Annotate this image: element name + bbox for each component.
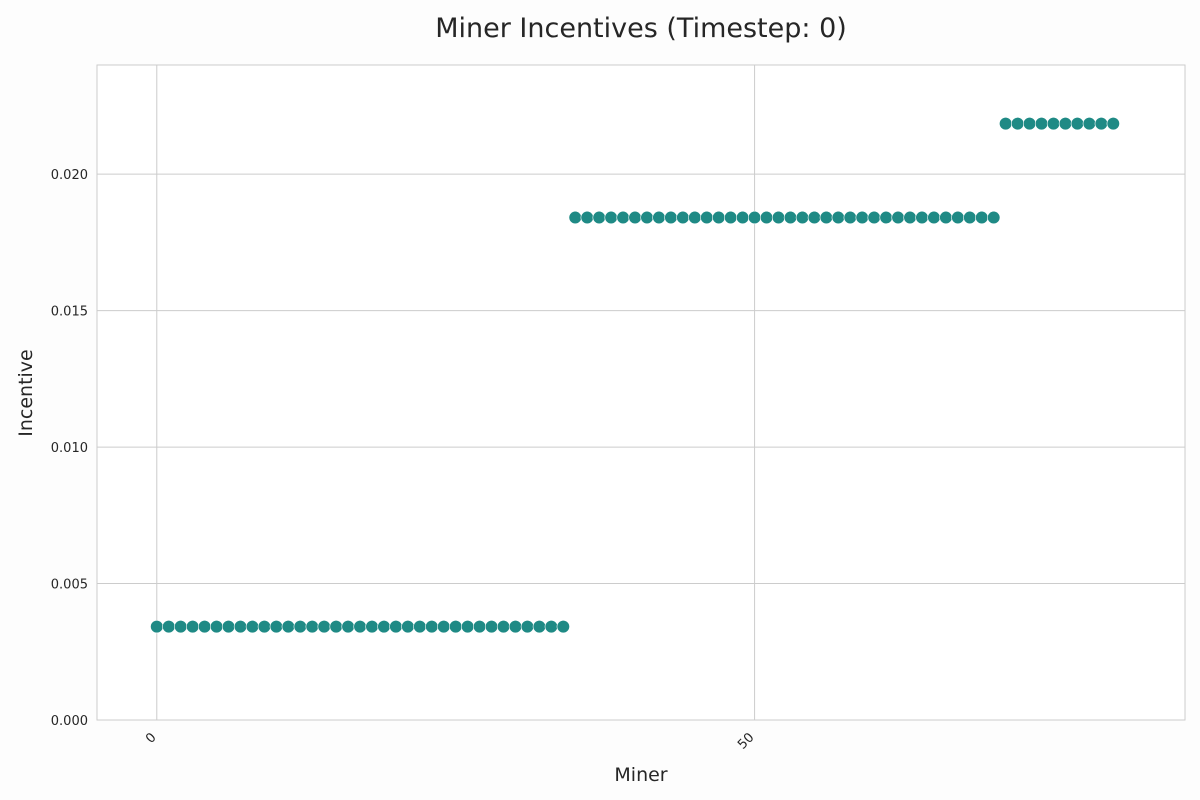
- data-point: [759, 210, 774, 225]
- data-point: [700, 210, 714, 225]
- data-point: [269, 620, 283, 634]
- data-point: [915, 210, 929, 225]
- data-point: [676, 210, 690, 225]
- data-point: [472, 620, 487, 634]
- x-tick-label: 0: [143, 730, 159, 746]
- gridlines: [97, 65, 1185, 721]
- data-point: [771, 210, 786, 225]
- data-point: [879, 210, 893, 225]
- data-point: [198, 620, 212, 634]
- data-point: [150, 620, 164, 634]
- data-point: [233, 620, 248, 634]
- data-point: [461, 620, 475, 634]
- data-points: [150, 117, 1120, 634]
- data-point: [377, 620, 391, 634]
- data-point: [317, 620, 331, 634]
- data-point: [341, 620, 355, 634]
- data-point: [855, 210, 869, 225]
- data-point: [257, 620, 271, 634]
- y-tick-label: 0.005: [51, 578, 88, 593]
- data-point: [520, 620, 535, 634]
- x-tick-label: 50: [735, 730, 757, 752]
- data-point: [1058, 117, 1073, 131]
- data-point: [951, 210, 965, 225]
- data-point: [987, 210, 1001, 225]
- data-point: [592, 210, 606, 225]
- data-point: [1034, 117, 1049, 131]
- data-point: [999, 117, 1013, 131]
- data-point: [329, 620, 343, 634]
- data-point: [927, 210, 941, 225]
- data-point: [1082, 117, 1096, 131]
- data-point: [1094, 117, 1108, 131]
- chart-title: Miner Incentives (Timestep: 0): [435, 13, 847, 44]
- data-point: [353, 620, 367, 634]
- x-axis-label: Miner: [614, 764, 667, 786]
- data-point: [831, 210, 845, 225]
- data-point: [568, 210, 582, 225]
- x-axis-ticks: 0 50: [143, 730, 757, 752]
- data-point: [640, 210, 654, 225]
- data-point: [664, 210, 678, 225]
- data-point: [652, 210, 666, 225]
- data-point: [843, 210, 857, 225]
- data-point: [903, 210, 917, 225]
- y-tick-label: 0.015: [51, 305, 88, 320]
- data-point: [939, 210, 953, 225]
- y-tick-label: 0.010: [51, 441, 88, 456]
- data-point: [449, 620, 463, 634]
- data-point: [209, 620, 224, 634]
- data-point: [795, 210, 810, 225]
- data-point: [1106, 117, 1120, 131]
- data-point: [712, 210, 726, 225]
- data-point: [867, 210, 881, 225]
- data-point: [544, 620, 558, 634]
- data-point: [1011, 117, 1025, 131]
- data-point: [496, 620, 511, 634]
- data-point: [1046, 117, 1061, 131]
- data-point: [425, 620, 439, 634]
- data-point: [532, 620, 546, 634]
- data-point: [891, 210, 905, 225]
- data-point: [221, 620, 236, 634]
- data-point: [819, 210, 833, 225]
- data-point: [365, 620, 379, 634]
- data-point: [1022, 117, 1037, 131]
- data-point: [413, 620, 427, 634]
- y-axis-label: Incentive: [15, 349, 37, 437]
- data-point: [281, 620, 295, 634]
- y-tick-label: 0.000: [51, 714, 88, 729]
- data-point: [580, 210, 594, 225]
- data-point: [508, 620, 523, 634]
- data-point: [975, 210, 989, 225]
- data-point: [963, 210, 977, 225]
- data-point: [747, 210, 762, 225]
- data-point: [305, 620, 319, 634]
- data-point: [616, 210, 630, 225]
- data-point: [437, 620, 451, 634]
- data-point: [556, 620, 570, 634]
- data-point: [628, 210, 642, 225]
- data-point: [807, 210, 821, 225]
- data-point: [783, 210, 798, 225]
- data-point: [484, 620, 499, 634]
- data-point: [1070, 117, 1084, 131]
- data-point: [186, 620, 200, 634]
- data-point: [604, 210, 618, 225]
- data-point: [688, 210, 702, 225]
- data-point: [736, 210, 750, 225]
- data-point: [245, 620, 260, 634]
- data-point: [389, 620, 403, 634]
- data-point: [724, 210, 738, 225]
- y-tick-label: 0.020: [51, 168, 88, 183]
- y-axis-ticks: 0.000 0.005 0.010 0.015 0.020: [51, 168, 88, 729]
- data-point: [174, 620, 188, 634]
- data-point: [162, 620, 176, 634]
- data-point: [293, 620, 307, 634]
- data-point: [401, 620, 415, 634]
